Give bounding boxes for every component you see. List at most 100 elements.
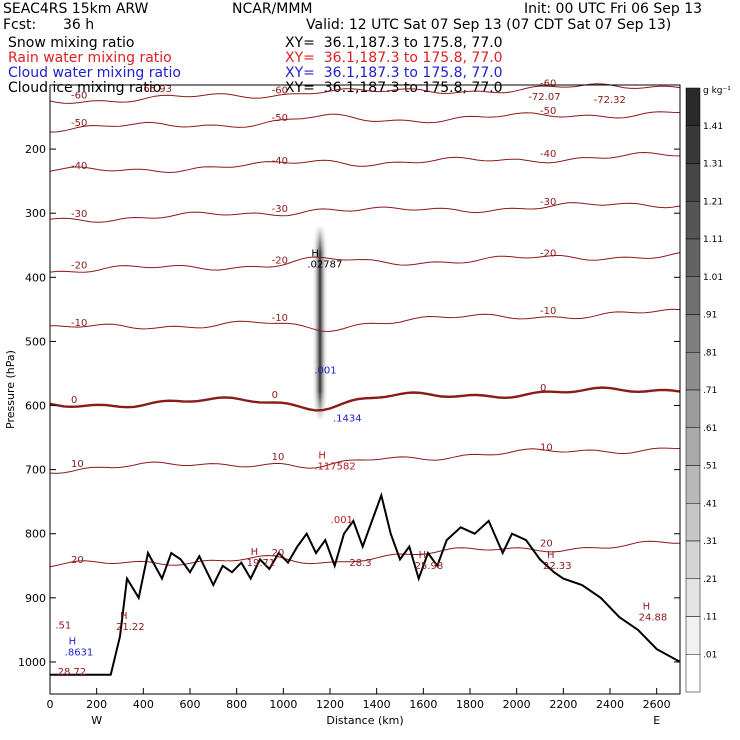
isotherm-label: -40: [71, 161, 87, 172]
colorbar-segment: [685, 314, 701, 353]
y-tick-label: 900: [25, 592, 46, 605]
x-tick-label: 1800: [456, 698, 484, 711]
y-tick-label: 700: [25, 464, 46, 477]
mixing-ratio-shading: [312, 225, 328, 420]
colorbar-segment: [685, 87, 701, 126]
isotherm--10: [50, 308, 681, 332]
isotherm--60: [49, 83, 681, 104]
colorbar-label: .91: [703, 311, 717, 321]
colorbar-label: 1.01: [703, 273, 723, 283]
extremum-value: 28.72: [58, 667, 87, 678]
isotherm--50: [49, 111, 681, 133]
valid-time: Valid: 12 UTC Sat 07 Sep 13 (07 CDT Sat …: [306, 17, 672, 33]
colorbar-label: .81: [703, 348, 717, 358]
isotherm-label: -10: [71, 318, 87, 329]
extremum-marker: H: [69, 637, 77, 648]
isotherm-label: 20: [272, 548, 285, 559]
extremum-marker: H: [318, 451, 326, 462]
colorbar-segment: [685, 125, 701, 164]
isotherm-label: -30: [540, 197, 556, 208]
colorbar-label: 1.41: [703, 122, 723, 132]
field-xy-rain: XY= 36.1,187.3 to 175.8, 77.0: [285, 50, 503, 66]
field-name-rain: Rain water mixing ratio: [8, 50, 172, 66]
colorbar-segment: [685, 352, 701, 391]
extremum-value: 22.33: [543, 561, 572, 572]
y-tick-label: 200: [25, 143, 46, 156]
colorbar-segment: [685, 616, 701, 655]
x-axis-title: Distance (km): [326, 714, 403, 727]
colorbar-unit: g kg⁻¹: [703, 86, 731, 96]
isotherm--30: [49, 202, 681, 223]
colorbar-label: .71: [703, 386, 717, 396]
forecast-label: Fcst:: [3, 17, 37, 33]
isotherm--40: [49, 151, 681, 174]
field-xy-snow: XY= 36.1,187.3 to 175.8, 77.0: [285, 35, 503, 51]
extremum-value: .02787: [307, 260, 342, 271]
isotherm-label: 0: [540, 383, 546, 394]
y-tick-label: 800: [25, 528, 46, 541]
top-contour-label: -72.32: [594, 95, 626, 106]
x-tick-label: 2200: [549, 698, 577, 711]
colorbar-segment: [685, 540, 701, 579]
colorbar-segment: [685, 578, 701, 617]
isotherm-label: -50: [540, 106, 556, 117]
colorbar-segment: [685, 654, 701, 693]
extremum-marker: H: [419, 550, 427, 561]
top-contour-label: -72.07: [528, 92, 560, 103]
isotherm-label: -30: [272, 204, 288, 215]
x-tick-label: 1400: [363, 698, 391, 711]
isotherm-label: -20: [540, 248, 556, 259]
y-tick-label: 500: [25, 335, 46, 348]
y-tick-label: 400: [25, 271, 46, 284]
colorbar-segment: [685, 503, 701, 542]
extremum-marker: H: [120, 611, 128, 622]
isotherm-label: -10: [272, 313, 288, 324]
extremum-marker: H: [547, 550, 555, 561]
extremum-value: .117582: [314, 462, 355, 473]
y-tick-label: 600: [25, 400, 46, 413]
isotherm-label: 10: [272, 452, 285, 463]
extremum-value: 28.3: [349, 558, 371, 569]
extremum-value: .001: [331, 515, 353, 526]
center-label: NCAR/MMM: [232, 1, 313, 17]
extremum-marker: H: [251, 547, 259, 558]
isotherm-10: [49, 447, 681, 474]
colorbar-segment: [685, 201, 701, 240]
isotherm--20: [49, 252, 681, 273]
colorbar-label: .51: [703, 462, 717, 472]
forecast-hour: 36 h: [63, 17, 95, 33]
isotherm-label: -40: [272, 156, 288, 167]
y-tick-label: 300: [25, 207, 46, 220]
field-name-cloud-ice: Cloud ice mixing ratio: [8, 80, 162, 96]
colorbar-label: .31: [703, 537, 717, 547]
y-tick-label: 1000: [18, 656, 46, 669]
extremum-value: 24.88: [639, 612, 668, 623]
isotherm-label: -20: [272, 255, 288, 266]
colorbar-label: .21: [703, 575, 717, 585]
colorbar-segment: [685, 276, 701, 315]
colorbar-label: .61: [703, 424, 717, 434]
x-tick-label: 0: [47, 698, 54, 711]
west-label: W: [91, 714, 102, 727]
extremum-value: .51: [55, 621, 71, 632]
terrain-line: [50, 491, 681, 676]
extremum-value: .001: [314, 365, 336, 376]
colorbar-segment: [685, 163, 701, 202]
extremum-marker: H: [643, 601, 651, 612]
x-tick-label: 600: [180, 698, 201, 711]
plot-frame: [49, 84, 681, 695]
init-time: Init: 00 UTC Fri 06 Sep 13: [524, 1, 703, 17]
x-tick-label: 200: [86, 698, 107, 711]
extremum-value: 19.71: [247, 558, 276, 569]
isotherm-label: -60: [71, 90, 87, 101]
colorbar-segment: [685, 389, 701, 428]
x-tick-label: 1000: [269, 698, 297, 711]
field-xy-cloud-water: XY= 36.1,187.3 to 175.8, 77.0: [285, 65, 503, 81]
isotherm-label: -10: [540, 306, 556, 317]
isotherm-label: -30: [71, 209, 87, 220]
model-title: SEAC4RS 15km ARW: [3, 1, 149, 17]
extremum-value: .8631: [65, 648, 94, 659]
x-tick-label: 2600: [643, 698, 671, 711]
colorbar-label: 1.11: [703, 235, 723, 245]
